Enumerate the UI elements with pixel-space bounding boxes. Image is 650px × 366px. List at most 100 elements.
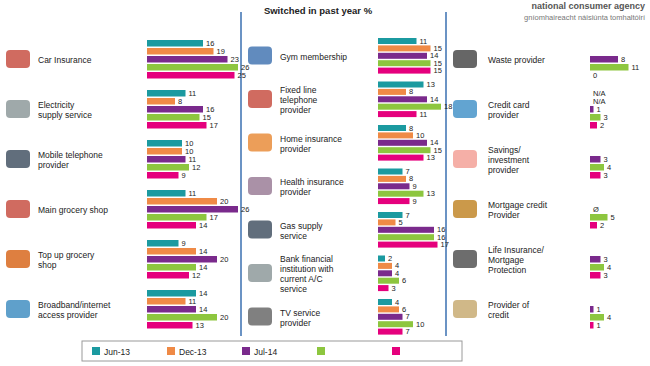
data-label: 10 [416, 320, 424, 329]
title: Switched in past year % [264, 5, 373, 16]
data-label: 16 [206, 39, 214, 48]
bar [590, 256, 601, 263]
icon [6, 50, 30, 68]
bar [378, 198, 410, 204]
bar [378, 234, 434, 240]
data-label: 14 [199, 305, 207, 314]
bar [147, 290, 196, 297]
data-label: 9 [413, 182, 417, 191]
bar [590, 206, 591, 213]
data-label: 26 [241, 205, 249, 214]
annotation: gníomhaireacht náisiúnta tomhaltóirí [524, 13, 646, 22]
bar [590, 314, 604, 321]
bar [378, 169, 403, 175]
bar [147, 272, 189, 279]
category-label: Mobile telephoneprovider [38, 150, 103, 170]
data-label: 7 [406, 312, 410, 321]
bar [147, 56, 228, 63]
data-label: 11 [189, 89, 197, 98]
data-label: 20 [220, 197, 228, 206]
bar [147, 40, 203, 47]
bar [378, 227, 434, 233]
data-label: 12 [192, 163, 200, 172]
bar [378, 60, 431, 66]
bar [147, 190, 186, 197]
data-label: 8 [409, 87, 413, 96]
icon [248, 221, 272, 239]
category-label: Credit cardprovider [488, 100, 530, 120]
bar [378, 111, 417, 117]
data-label: 6 [402, 276, 406, 285]
bar [378, 68, 431, 74]
bar [147, 256, 217, 263]
bar [147, 156, 186, 163]
data-label: 20 [220, 255, 228, 264]
bar [590, 306, 594, 313]
bar [147, 64, 238, 71]
bar [147, 72, 235, 79]
bar [590, 322, 594, 329]
bar [378, 176, 406, 182]
bar [378, 191, 424, 197]
icon [453, 50, 477, 68]
bar [378, 53, 427, 59]
data-label: 25 [238, 71, 246, 80]
data-label: 2 [600, 121, 604, 130]
icon [453, 150, 477, 168]
data-label: 5 [611, 213, 615, 222]
bar [147, 98, 175, 105]
icon [248, 177, 272, 195]
bar [147, 148, 182, 155]
data-label: 1 [597, 105, 601, 114]
category-label: Top up groceryshop [38, 250, 95, 270]
legend-swatch [242, 347, 250, 355]
bar [378, 183, 410, 189]
category-label: TV serviceprovider [280, 308, 320, 328]
divider [445, 12, 447, 336]
data-label: 11 [420, 37, 428, 46]
bar [378, 96, 427, 102]
bar [147, 172, 179, 179]
data-label: 11 [189, 297, 197, 306]
data-label: 0 [593, 71, 597, 80]
category-label: Home insuranceprovider [280, 134, 342, 154]
icon [453, 100, 477, 118]
data-label: 17 [210, 121, 218, 130]
icon [6, 300, 30, 318]
icon [248, 134, 272, 152]
bar [590, 56, 618, 63]
data-label: 5 [399, 218, 403, 227]
bar [147, 122, 207, 129]
category-label: Electricitysupply service [38, 100, 92, 120]
data-label: 17 [210, 213, 218, 222]
annotation: national consumer agency [531, 1, 645, 11]
data-label: 1 [597, 321, 601, 330]
bars [378, 38, 441, 335]
labels: Waste provider8110Credit cardproviderN/A… [453, 50, 639, 330]
category-label: Provider ofcredit [488, 300, 530, 320]
category-label: Gym membership [280, 52, 347, 62]
bar [378, 242, 438, 248]
icon [248, 90, 272, 108]
category-label: Main grocery shop [38, 205, 108, 215]
bar [590, 272, 601, 279]
data-label: 13 [427, 80, 435, 89]
data-label: 13 [196, 321, 204, 330]
legend-label: Dec-13 [179, 347, 207, 357]
bars [147, 40, 238, 329]
data-label: 8 [409, 124, 413, 133]
bar [147, 164, 189, 171]
category-label: Life Insurance/MortgageProtection [488, 245, 544, 275]
bar [378, 263, 392, 269]
bar [378, 219, 396, 225]
data-label: 11 [189, 189, 197, 198]
bar [147, 114, 200, 121]
data-label: 2 [600, 221, 604, 230]
bar [147, 298, 186, 305]
category-label: Bank financialinstitution withcurrent A/… [280, 254, 334, 294]
data-label: 1 [597, 305, 601, 314]
legend-label: Jun-13 [104, 347, 130, 357]
data-label: 12 [192, 271, 200, 280]
legend: Jun-13Dec-13Jul-14 [82, 341, 462, 361]
category-label: Waste provider [488, 55, 545, 65]
